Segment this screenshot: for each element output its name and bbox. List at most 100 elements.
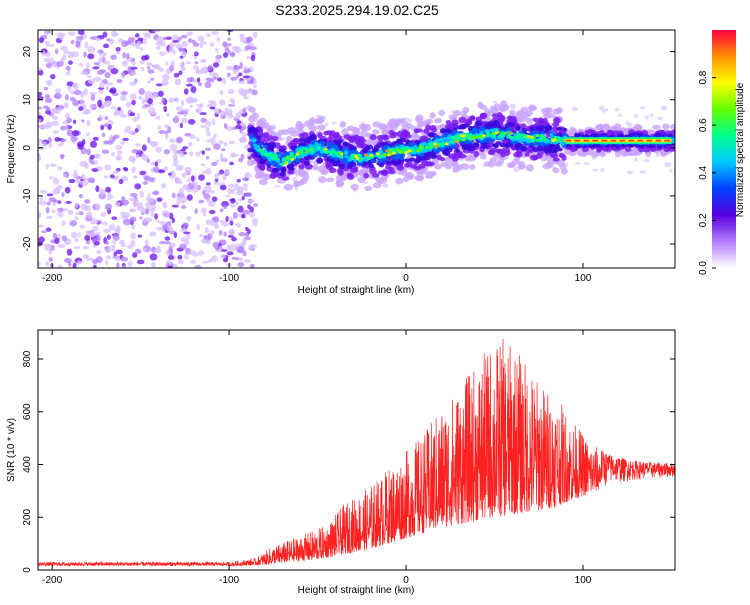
snr-panel: -200 -100 0 100 0 200 400 600 800 Height of stra… [6,329,676,596]
noise-blob [242,239,247,246]
ridge-blob [335,179,343,186]
hot-spot [354,154,358,158]
noise-blob [150,111,157,115]
noise-blob [89,154,95,160]
ridge-blob [525,148,532,154]
noise-blob [78,62,84,67]
noise-blob [183,88,189,95]
faint-blob [633,113,639,119]
noise-blob [80,203,88,211]
noise-blob [138,95,143,100]
noise-blob [95,37,101,41]
ridge-blob [403,163,411,168]
hot-spot [283,161,287,165]
noise-blob [212,76,217,81]
noise-blob [200,117,207,123]
noise-blob [207,121,212,127]
noise-blob [125,125,132,131]
ridge-blob [542,113,551,119]
ridge-blob [251,138,257,143]
noise-blob [72,262,77,268]
noise-blob [251,218,259,223]
noise-blob [52,130,59,134]
ridge-blob [301,177,308,184]
noise-blob [165,61,169,66]
ridge-blob [398,138,406,143]
noise-blob [45,163,50,170]
noise-blob [49,163,58,167]
noise-blob [205,155,210,160]
noise-blob [215,247,220,251]
noise-blob [211,217,218,221]
ridge-blob [408,142,414,147]
ridge-blob [357,139,365,147]
noise-blob [182,222,189,228]
noise-blob [198,250,205,256]
snr-xtick-label: -200 [42,575,62,586]
ridge-blob [569,129,576,135]
noise-blob [72,119,77,124]
noise-blob [182,146,189,150]
noise-blob [147,80,152,84]
noise-blob [70,134,78,142]
ridge-blob [442,149,448,156]
noise-blob [218,109,222,114]
noise-blob [53,107,62,114]
ridge-blob [610,125,617,131]
ridge-blob [363,172,369,179]
noise-blob [242,250,247,257]
noise-blob [188,250,196,255]
noise-blob [211,196,218,202]
noise-blob [75,211,80,216]
ridge-blob [596,146,602,153]
ridge-blob [487,160,495,168]
noise-blob [89,91,97,96]
noise-blob [199,112,207,116]
noise-blob [106,139,114,145]
noise-blob [214,58,221,64]
noise-blob [164,212,171,218]
hot-spot [398,151,403,154]
hot-spot [478,135,483,139]
noise-blob [241,213,245,219]
ridge-blob [262,144,269,149]
noise-blob [225,170,230,175]
noise-blob [108,223,116,231]
noise-blob [214,159,220,164]
ridge-blob [464,123,470,128]
ridge-blob [344,155,350,159]
noise-blob [245,89,254,94]
noise-blob [45,98,52,103]
noise-blob [176,136,183,144]
noise-blob [67,209,74,215]
snr-ytick-label: 400 [22,456,33,473]
noise-blob [39,200,47,206]
ridge-blob [428,142,434,148]
snr-xtick-label: 0 [403,575,409,586]
noise-blob [141,98,146,105]
noise-blob [238,72,243,77]
noise-blob [101,132,106,138]
noise-blob [139,170,147,176]
noise-blob [252,220,258,227]
noise-blob [78,211,84,216]
hot-spot [395,148,400,152]
noise-blob [206,33,211,38]
noise-blob [91,217,99,225]
noise-blob [223,204,227,210]
noise-blob [73,169,78,175]
noise-blob [242,209,251,215]
noise-blob [130,71,137,76]
ridge-blob [358,123,368,130]
ridge-blob [317,132,323,139]
noise-blob [168,172,172,176]
ridge-blob [339,120,347,128]
hot-spot [551,139,556,142]
noise-blob [160,220,166,226]
spectrogram-ytick-label: 0 [22,145,33,151]
noise-blob [209,106,216,110]
noise-blob [229,188,235,195]
ridge-blob [308,125,317,133]
snr-marks [38,338,675,568]
noise-blob [200,163,206,167]
